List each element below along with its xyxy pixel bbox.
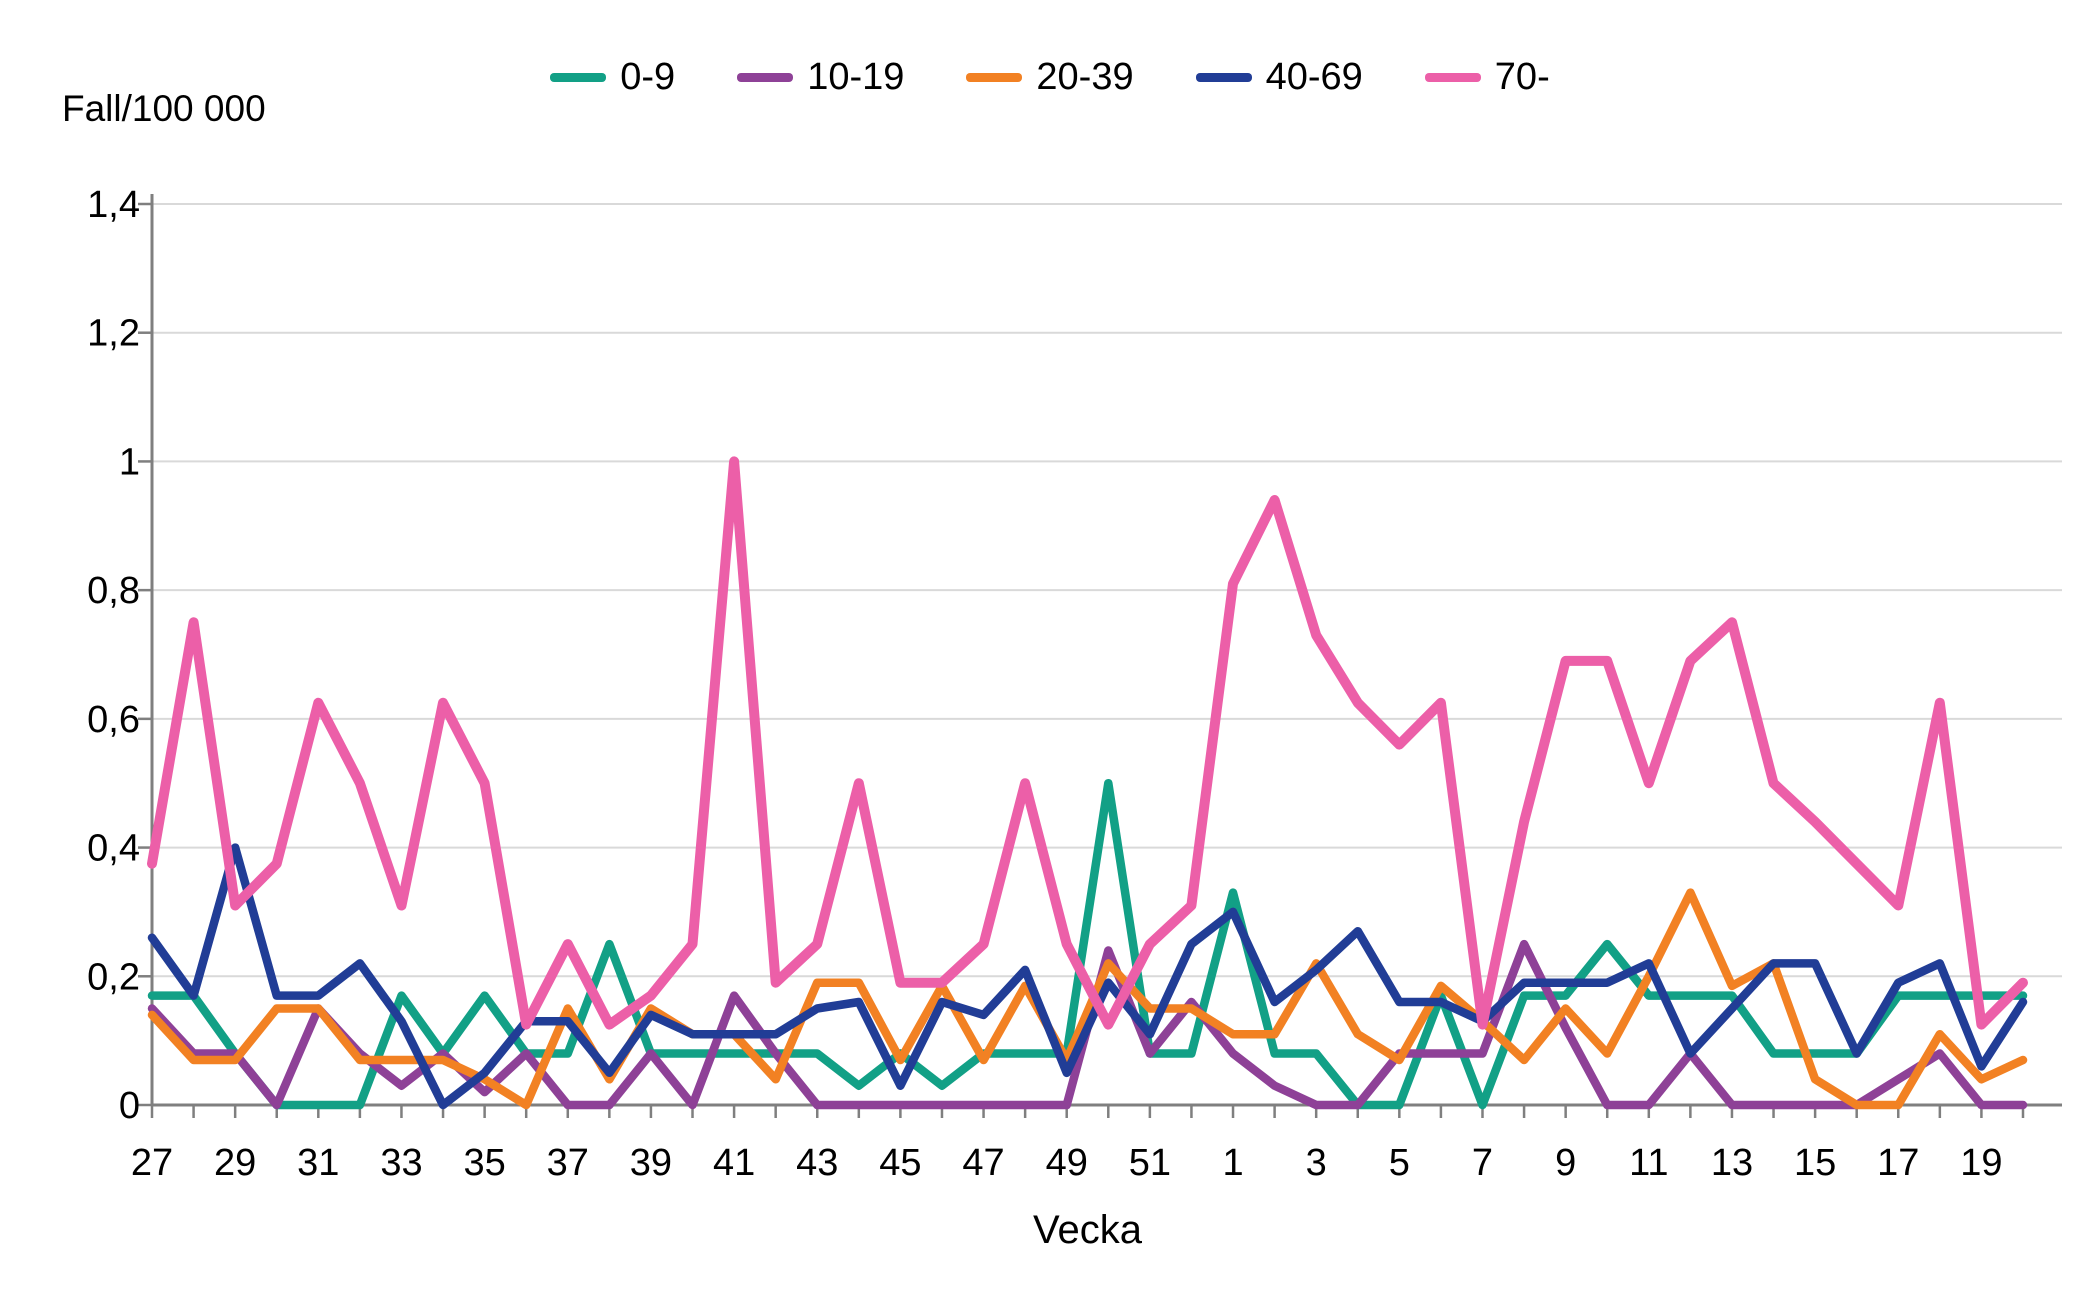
x-axis-label: 3: [1306, 1142, 1327, 1184]
series-line-0-9: [147, 778, 2028, 1110]
x-axis-label: 37: [547, 1142, 589, 1184]
x-axis-label: 9: [1555, 1142, 1576, 1184]
legend: 0-9 10-19 20-39 40-69 70-: [300, 56, 1800, 99]
legend-label: 20-39: [1036, 56, 1134, 98]
x-axis-label: 47: [962, 1142, 1004, 1184]
series-line-70-: [147, 456, 2028, 1030]
y-axis-title: Fall/100 000: [62, 88, 266, 129]
x-axis-label: 33: [380, 1142, 422, 1184]
x-axis-label: 5: [1389, 1142, 1410, 1184]
legend-swatch-10-19: [737, 73, 794, 82]
x-axis-label: 19: [1960, 1142, 2002, 1184]
x-axis-label: 11: [1629, 1142, 1668, 1184]
legend-item-0-9: 0-9: [550, 56, 675, 99]
legend-item-10-19: 10-19: [737, 56, 904, 99]
legend-item-70-: 70-: [1424, 56, 1550, 99]
x-axis-label: 29: [214, 1142, 256, 1184]
y-axis-label: 0,6: [87, 699, 140, 741]
legend-item-40-69: 40-69: [1195, 56, 1363, 99]
series-line-40-69: [147, 843, 2028, 1110]
x-axis-label: 31: [297, 1142, 339, 1184]
y-axis-label: 0,2: [87, 956, 140, 998]
x-axis-label: 49: [1046, 1142, 1088, 1184]
series-line-20-39: [147, 888, 2028, 1110]
legend-label: 0-9: [620, 56, 676, 98]
legend-label: 70-: [1494, 56, 1550, 98]
legend-item-20-39: 20-39: [966, 56, 1134, 99]
legend-label: 40-69: [1265, 56, 1363, 98]
y-axis-label: 1: [119, 441, 140, 483]
legend-swatch-0-9: [550, 73, 607, 82]
x-axis-label: 17: [1877, 1142, 1919, 1184]
x-axis-label: 39: [630, 1142, 672, 1184]
y-axis-label: 1,2: [87, 313, 140, 355]
y-axis-label: 1,4: [87, 184, 140, 226]
x-axis-label: 51: [1129, 1142, 1171, 1184]
x-axis-label: 1: [1222, 1142, 1243, 1184]
x-axis-label: 7: [1472, 1142, 1493, 1184]
x-axis-label: 27: [131, 1142, 173, 1184]
y-axis-label: 0,4: [87, 828, 140, 870]
legend-label: 10-19: [807, 56, 905, 98]
x-axis-label: 15: [1794, 1142, 1836, 1184]
legend-swatch-70-: [1424, 73, 1481, 82]
y-axis-label: 0: [119, 1085, 140, 1127]
legend-swatch-20-39: [966, 73, 1023, 82]
x-axis-label: 41: [713, 1142, 755, 1184]
x-axis-label: 35: [463, 1142, 505, 1184]
x-axis-title: Vecka: [1033, 1208, 1143, 1252]
y-axis-label: 0,8: [87, 570, 140, 612]
x-axis-label: 43: [796, 1142, 838, 1184]
x-axis-label: 13: [1711, 1142, 1753, 1184]
legend-swatch-40-69: [1195, 73, 1252, 82]
x-axis-label: 45: [879, 1142, 921, 1184]
